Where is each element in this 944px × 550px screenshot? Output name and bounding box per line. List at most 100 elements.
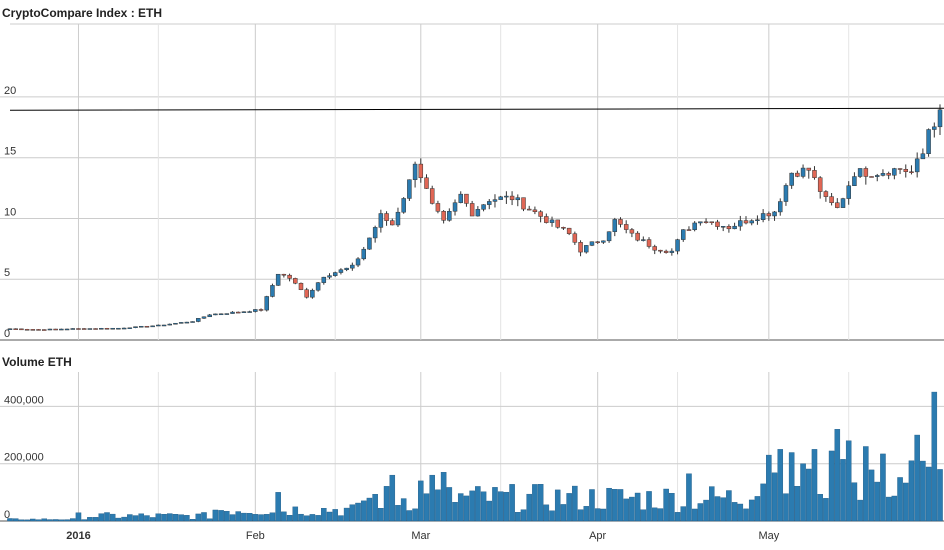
- volume-bar: [81, 519, 87, 522]
- volume-bar: [246, 513, 253, 522]
- candle-body: [914, 158, 920, 173]
- volume-bar: [24, 519, 30, 522]
- reference-line: [9, 107, 944, 111]
- volume-bar: [520, 509, 527, 522]
- candle: [59, 328, 64, 331]
- volume-bar: [669, 493, 675, 522]
- candle: [909, 165, 914, 175]
- volume-bar: [429, 474, 435, 522]
- volume-bar: [703, 499, 709, 522]
- candle-body: [555, 219, 560, 228]
- candle-body: [789, 172, 794, 186]
- candle: [47, 328, 53, 331]
- volume-bar: [674, 512, 681, 522]
- candle: [110, 327, 115, 330]
- candle-body: [441, 211, 446, 221]
- candle-body: [418, 163, 424, 179]
- volume-bar: [572, 485, 578, 522]
- volume-bar: [115, 517, 122, 522]
- candle: [30, 329, 36, 331]
- candle: [367, 237, 372, 250]
- candle: [378, 209, 384, 233]
- volume-bar: [395, 505, 401, 522]
- candle-body: [823, 191, 829, 197]
- candle-body: [504, 195, 509, 198]
- volume-bar: [600, 508, 607, 522]
- candle: [315, 282, 321, 292]
- volume-bars: [7, 391, 943, 522]
- volume-bar: [7, 518, 13, 522]
- volume-bar: [549, 510, 555, 522]
- candle-body: [127, 327, 133, 330]
- candle: [566, 227, 572, 236]
- candle-body: [857, 168, 863, 177]
- candle: [800, 164, 806, 179]
- candle: [13, 328, 18, 330]
- candle: [675, 238, 680, 255]
- candle: [692, 221, 697, 232]
- volume-bar: [366, 497, 373, 522]
- candle: [817, 176, 823, 199]
- candle: [840, 197, 846, 208]
- candle: [772, 211, 777, 221]
- volume-bar: [435, 489, 441, 522]
- candle-body: [47, 328, 53, 331]
- candle-body: [412, 163, 418, 180]
- volume-bar: [515, 512, 521, 522]
- candle-body: [749, 220, 754, 224]
- candle: [138, 325, 144, 328]
- candle: [544, 213, 549, 224]
- x-tick-label: Apr: [589, 530, 606, 542]
- volume-bar: [777, 449, 784, 522]
- candle: [561, 226, 566, 230]
- volume-bar: [857, 499, 863, 522]
- candle: [812, 166, 817, 180]
- candle: [173, 322, 178, 325]
- volume-bar: [743, 508, 749, 522]
- candle: [70, 328, 76, 330]
- volume-bar: [252, 514, 259, 522]
- candle: [464, 193, 469, 207]
- candle: [526, 205, 532, 211]
- volume-bar: [480, 491, 487, 522]
- volume-bar: [218, 510, 224, 522]
- candle-body: [224, 313, 230, 315]
- volume-bar: [526, 493, 532, 522]
- volume-bar: [851, 482, 858, 522]
- candle-body: [880, 173, 886, 176]
- candle-body: [601, 240, 606, 243]
- volume-bar: [315, 515, 321, 522]
- candle: [663, 249, 669, 254]
- candle-body: [196, 318, 201, 322]
- volume-bar: [332, 509, 338, 522]
- candle-body: [287, 274, 292, 279]
- volume-bar: [811, 449, 818, 522]
- candle: [196, 318, 201, 323]
- volume-bar: [161, 513, 167, 522]
- candle: [715, 219, 720, 230]
- candle-body: [846, 185, 851, 199]
- volume-bar: [475, 486, 481, 522]
- volume-bar: [286, 515, 293, 522]
- volume-bar: [754, 496, 761, 522]
- volume-bar: [794, 486, 801, 522]
- candle-body: [275, 273, 281, 286]
- candle-body: [104, 328, 110, 330]
- volume-bar: [920, 460, 926, 522]
- candle-body: [344, 267, 349, 270]
- candle: [321, 276, 327, 285]
- candle: [201, 316, 207, 319]
- volume-bar: [166, 513, 173, 522]
- candle-body: [190, 321, 195, 323]
- volume-bar: [657, 508, 664, 522]
- candle-body: [424, 177, 429, 189]
- price-y-tick-label: 20: [4, 85, 16, 97]
- volume-bar: [184, 515, 190, 522]
- volume-bar: [737, 503, 744, 522]
- volume-bar: [537, 484, 544, 522]
- candle: [355, 257, 361, 268]
- volume-bar: [18, 519, 25, 522]
- candle-body: [19, 328, 24, 331]
- candle: [498, 195, 503, 200]
- volume-bar: [263, 514, 270, 522]
